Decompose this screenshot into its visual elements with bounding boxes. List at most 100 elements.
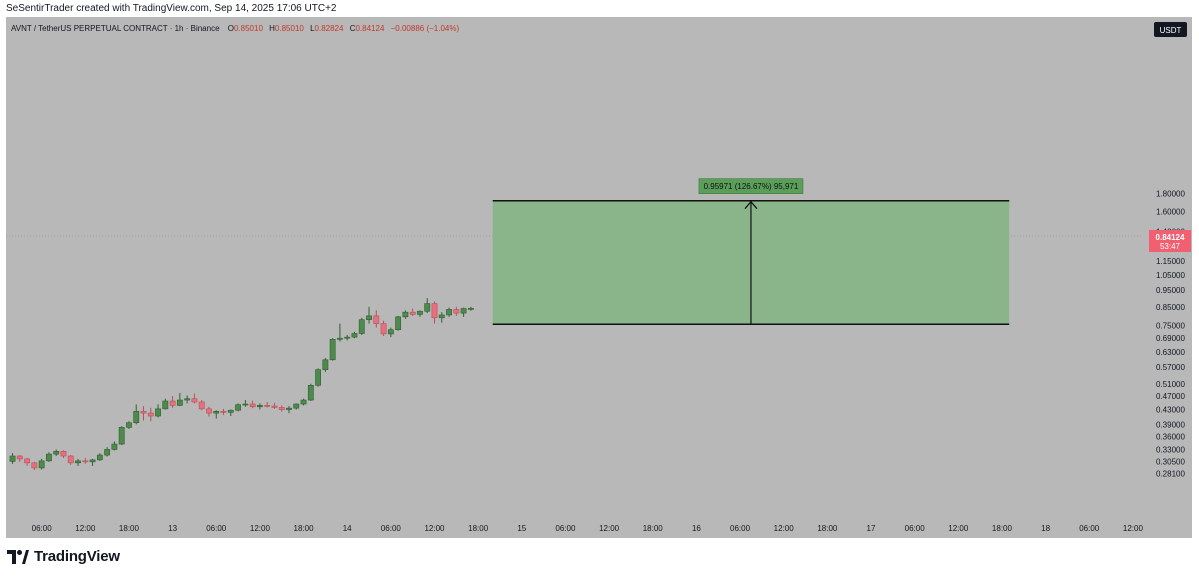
low-value: 0.82824 bbox=[315, 24, 344, 33]
candle-body bbox=[431, 303, 438, 319]
candle-body bbox=[344, 336, 351, 339]
y-tick-label: 0.75000 bbox=[1156, 322, 1185, 331]
x-tick-label: 14 bbox=[343, 524, 352, 533]
candle bbox=[169, 396, 176, 408]
candle bbox=[278, 405, 285, 412]
y-tick-label: 0.43000 bbox=[1156, 406, 1185, 415]
candle-body bbox=[467, 308, 474, 310]
x-tick-label: 13 bbox=[168, 524, 177, 533]
candle-body bbox=[104, 449, 111, 456]
candle bbox=[380, 320, 387, 337]
open-value: 0.85010 bbox=[234, 24, 263, 33]
candle-body bbox=[96, 454, 103, 461]
candle bbox=[213, 410, 220, 419]
candle bbox=[60, 450, 67, 458]
time-axis[interactable]: 06:00 12:00 18:00 13 06:00 12:00 18:00 14 06:00 1… bbox=[32, 524, 1144, 533]
y-tick-label: 0.51000 bbox=[1156, 380, 1185, 389]
candle bbox=[133, 404, 140, 425]
candle-body bbox=[417, 310, 423, 315]
candle-body bbox=[446, 309, 452, 316]
price-chart[interactable]: 0.95971 (126.67%) 95,971 1.80000 1.60000 1… bbox=[6, 17, 1192, 538]
x-tick-label: 12:00 bbox=[250, 524, 271, 533]
candle-body bbox=[358, 319, 365, 334]
x-tick-label: 06:00 bbox=[381, 524, 402, 533]
candle-body bbox=[293, 403, 300, 409]
candle bbox=[358, 317, 365, 335]
candle bbox=[53, 449, 60, 457]
last-price-value: 0.84124 bbox=[1156, 233, 1185, 242]
x-tick-label: 12:00 bbox=[75, 524, 96, 533]
footer bbox=[0, 538, 1199, 577]
y-tick-label: 0.69000 bbox=[1156, 334, 1185, 343]
candle bbox=[162, 398, 169, 410]
candle-body bbox=[111, 443, 118, 450]
candle bbox=[111, 441, 118, 451]
candle-body bbox=[395, 316, 402, 331]
candle bbox=[191, 393, 198, 404]
candle bbox=[38, 458, 45, 470]
tradingview-logo[interactable]: TradingView bbox=[7, 548, 120, 565]
close-label: C bbox=[350, 24, 356, 33]
measure-arrow-head bbox=[744, 200, 758, 210]
candle-body bbox=[315, 369, 321, 386]
candle-body bbox=[213, 411, 220, 414]
y-tick-label: 1.60000 bbox=[1156, 207, 1185, 216]
open-label: O bbox=[228, 24, 234, 33]
x-tick-label: 17 bbox=[867, 524, 876, 533]
candle-body bbox=[60, 451, 67, 457]
y-tick-label: 0.57000 bbox=[1156, 363, 1185, 372]
candle bbox=[300, 398, 307, 406]
candle bbox=[104, 447, 111, 457]
price-axis[interactable]: 1.800001.600001.400001.250001.150001.050… bbox=[1156, 190, 1185, 479]
measure-label: 0.95971 (126.67%) 95,971 bbox=[698, 178, 804, 194]
y-tick-label: 0.95000 bbox=[1156, 286, 1185, 295]
candle-body bbox=[264, 405, 271, 407]
candle-body bbox=[53, 451, 60, 455]
candle bbox=[344, 334, 351, 341]
candle-body bbox=[46, 453, 52, 462]
chart-area[interactable]: 0.95971 (126.67%) 95,971 1.80000 1.60000 1… bbox=[6, 17, 1192, 538]
candles-layer bbox=[9, 298, 474, 471]
symbol-legend: AVNT / TetherUS PERPETUAL CONTRACT · 1h … bbox=[11, 24, 459, 33]
candle bbox=[460, 307, 467, 317]
x-tick-label: 18:00 bbox=[817, 524, 838, 533]
high-value: 0.85010 bbox=[275, 24, 304, 33]
creator-line: SeSentirTrader created with TradingView.… bbox=[6, 3, 337, 14]
x-tick-label: 18:00 bbox=[119, 524, 140, 533]
candle-body bbox=[147, 412, 154, 417]
measure-tool[interactable]: 0.95971 (126.67%) 95,971 bbox=[492, 178, 1010, 325]
x-tick-label: 06:00 bbox=[905, 524, 926, 533]
x-tick-label: 18:00 bbox=[468, 524, 489, 533]
candle bbox=[155, 404, 161, 418]
candle bbox=[337, 323, 343, 342]
x-tick-label: 18:00 bbox=[294, 524, 315, 533]
change-value: −0.00886 (−1.04%) bbox=[391, 24, 460, 33]
candle-body bbox=[16, 455, 23, 460]
candle bbox=[373, 310, 380, 328]
candle bbox=[395, 315, 402, 331]
candle-body bbox=[242, 403, 249, 406]
x-tick-label: 06:00 bbox=[555, 524, 576, 533]
y-tick-label: 0.33000 bbox=[1156, 445, 1185, 454]
candle bbox=[126, 421, 132, 429]
candle bbox=[271, 402, 278, 409]
candle bbox=[264, 402, 271, 408]
candle bbox=[118, 426, 125, 445]
candle-body bbox=[82, 460, 89, 463]
candle bbox=[24, 457, 30, 466]
candle-body bbox=[198, 401, 205, 410]
candle-body bbox=[373, 315, 380, 324]
candle bbox=[329, 338, 336, 361]
candle bbox=[206, 406, 212, 417]
candle-body bbox=[337, 337, 343, 340]
x-tick-label: 12:00 bbox=[424, 524, 445, 533]
tradingview-logo-icon bbox=[7, 549, 29, 564]
candle-body bbox=[460, 308, 467, 314]
candle bbox=[322, 358, 329, 372]
candle-body bbox=[300, 399, 307, 405]
candle bbox=[424, 298, 431, 314]
currency-badge[interactable]: USDT bbox=[1154, 22, 1187, 37]
candle bbox=[409, 308, 416, 316]
x-tick-label: 12:00 bbox=[599, 524, 620, 533]
y-tick-label: 0.36000 bbox=[1156, 432, 1185, 441]
